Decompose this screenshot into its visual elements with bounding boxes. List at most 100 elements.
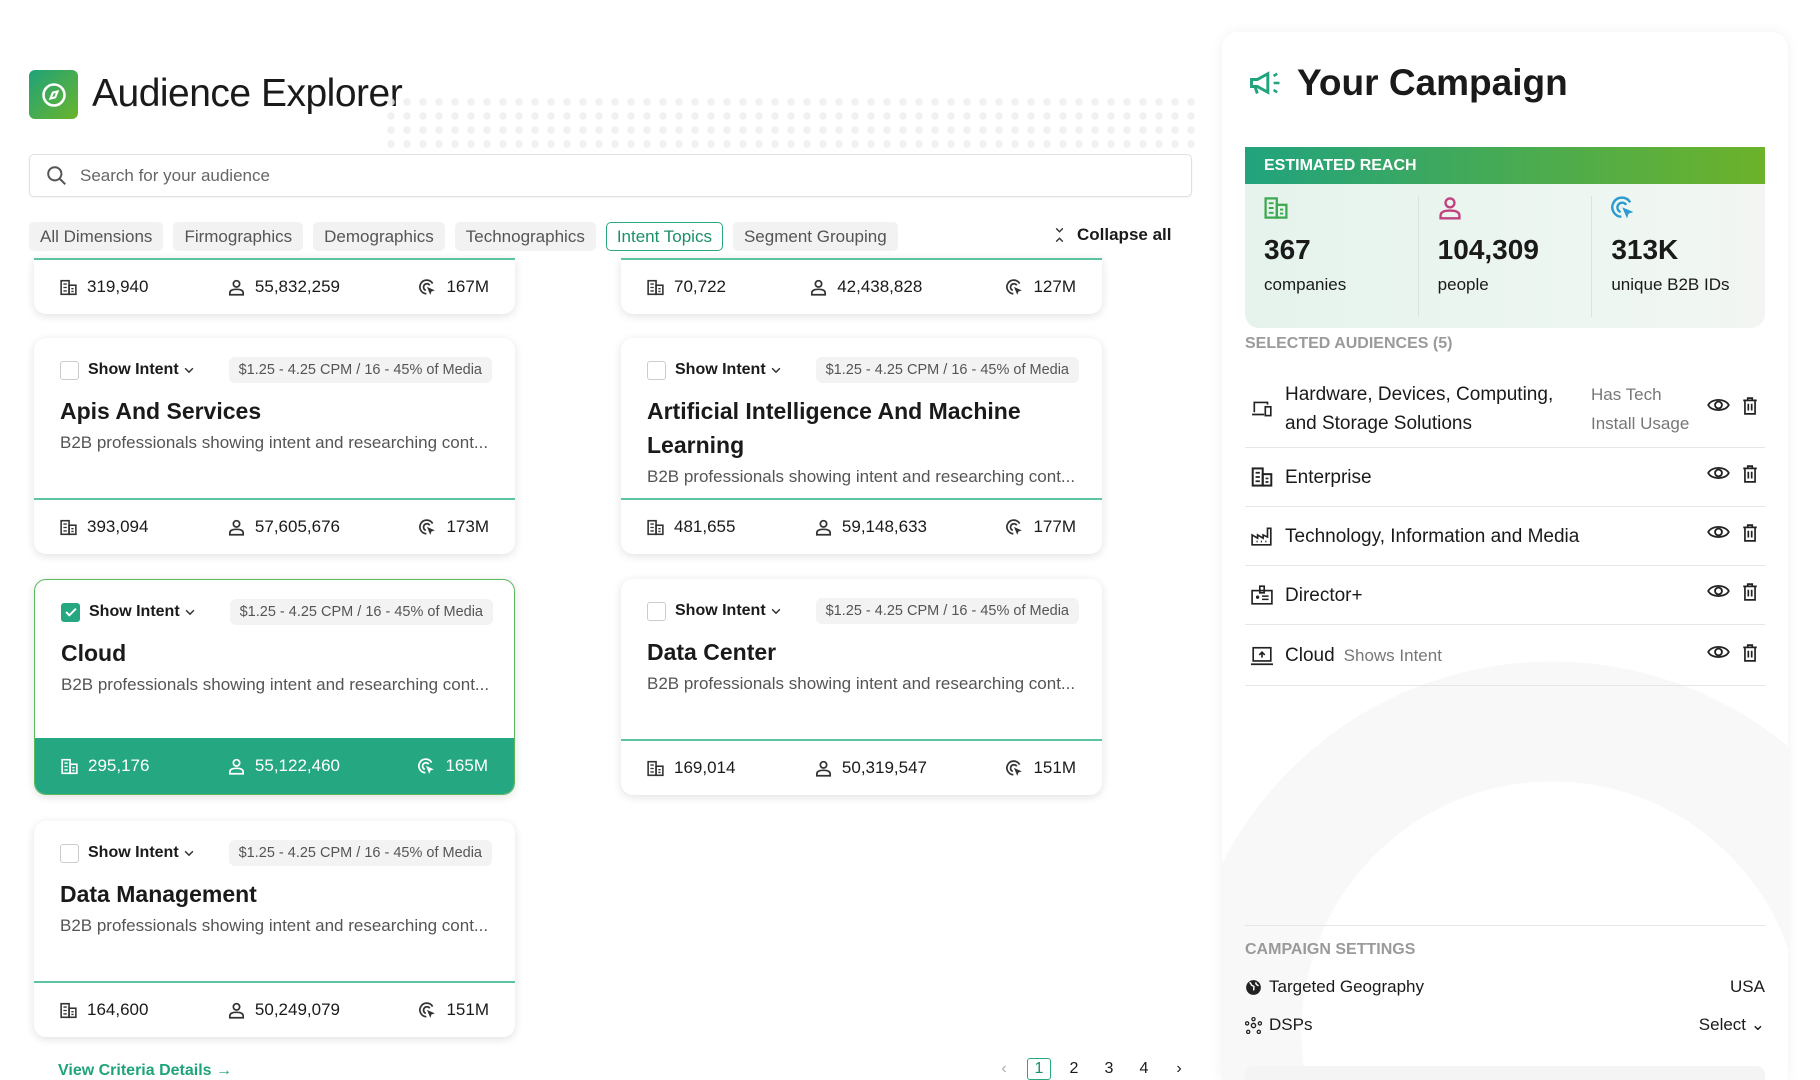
- show-intent-label: Show Intent: [88, 361, 179, 378]
- companies-count: 481,655: [647, 517, 735, 537]
- delete-audience-button[interactable]: [1742, 524, 1758, 548]
- person-icon: [228, 758, 244, 775]
- ids-count: 177M: [1006, 517, 1076, 537]
- audience-card[interactable]: Show Intent $1.25 - 4.25 CPM / 16 - 45% o…: [34, 579, 515, 795]
- show-intent-dropdown[interactable]: Show Intent: [675, 361, 781, 379]
- audience-actions: [1707, 643, 1765, 668]
- show-intent-dropdown[interactable]: Show Intent: [88, 844, 194, 862]
- search-bar[interactable]: [29, 154, 1192, 197]
- page-3-button[interactable]: 3: [1104, 1060, 1114, 1077]
- person-icon: [815, 519, 831, 536]
- price-badge: $1.25 - 4.25 CPM / 16 - 45% of Media: [228, 357, 492, 383]
- audience-name: Enterprise: [1285, 466, 1372, 488]
- card-header: Show Intent $1.25 - 4.25 CPM / 16 - 45% o…: [647, 598, 1079, 624]
- view-audience-button[interactable]: [1707, 465, 1730, 489]
- collapse-all-label: Collapse all: [1077, 225, 1172, 244]
- companies-count-value: 164,600: [87, 1000, 149, 1019]
- audience-card[interactable]: Show Intent $1.25 - 4.25 CPM / 16 - 45% o…: [621, 338, 1102, 554]
- panel-bottom-bar: [1245, 1066, 1765, 1080]
- upload-screen-icon: [1251, 646, 1273, 665]
- person-icon: [811, 279, 827, 296]
- page-2-button[interactable]: 2: [1069, 1060, 1079, 1077]
- show-intent-label: Show Intent: [675, 361, 766, 378]
- tab-segment-grouping[interactable]: Segment Grouping: [732, 222, 898, 251]
- card-header: Show Intent $1.25 - 4.25 CPM / 16 - 45% o…: [61, 599, 493, 625]
- trash-icon: [1743, 397, 1757, 415]
- price-badge: $1.25 - 4.25 CPM / 16 - 45% of Media: [815, 357, 1079, 383]
- audience-card[interactable]: Show Intent $1.25 - 4.25 CPM / 16 - 45% o…: [34, 338, 515, 554]
- next-page-button[interactable]: ›: [1176, 1060, 1182, 1077]
- companies-count: 393,094: [60, 517, 148, 537]
- audience-card-partial[interactable]: 319,940 55,832,259 167M: [34, 258, 515, 314]
- eye-icon: [1707, 645, 1730, 658]
- audience-card[interactable]: Show Intent $1.25 - 4.25 CPM / 16 - 45% o…: [621, 579, 1102, 795]
- setting-label: DSPs: [1269, 1015, 1313, 1034]
- tab-firmographics[interactable]: Firmographics: [173, 222, 304, 251]
- building-icon: [647, 760, 664, 776]
- person-icon: [1439, 197, 1461, 220]
- companies-count-value: 393,094: [87, 517, 149, 536]
- delete-audience-button[interactable]: [1742, 397, 1758, 421]
- view-criteria-link[interactable]: View Criteria Details →: [58, 1062, 232, 1080]
- tab-technographics[interactable]: Technographics: [454, 222, 596, 251]
- card-description: B2B professionals showing intent and res…: [60, 916, 489, 935]
- prev-page-button[interactable]: ‹: [1001, 1060, 1007, 1077]
- audience-name: Director+: [1285, 584, 1363, 606]
- collapse-icon: [1055, 227, 1064, 243]
- page-1-button[interactable]: 1: [1027, 1058, 1051, 1080]
- show-intent-label: Show Intent: [88, 844, 179, 861]
- companies-count-value: 319,940: [87, 277, 149, 296]
- show-intent-checkbox[interactable]: [647, 601, 666, 621]
- people-count: 50,319,547: [815, 758, 927, 778]
- view-audience-button[interactable]: [1707, 397, 1730, 421]
- show-intent-dropdown[interactable]: Show Intent: [89, 603, 195, 621]
- network-icon: [1245, 1016, 1262, 1034]
- view-audience-button[interactable]: [1707, 644, 1730, 668]
- audience-tag: Has Tech Install Usage: [1591, 385, 1690, 433]
- view-audience-button[interactable]: [1707, 583, 1730, 607]
- chevron-down-icon: [185, 603, 195, 621]
- card-header: Show Intent $1.25 - 4.25 CPM / 16 - 45% o…: [647, 357, 1079, 383]
- audience-tag: Shows Intent: [1343, 646, 1442, 665]
- page-4-button[interactable]: 4: [1139, 1060, 1149, 1077]
- reach-label: people: [1437, 275, 1489, 294]
- chevron-down-icon: [771, 361, 781, 379]
- tab-demographics[interactable]: Demographics: [313, 222, 445, 251]
- collapse-all-button[interactable]: Collapse all: [1054, 225, 1171, 245]
- delete-audience-button[interactable]: [1742, 465, 1758, 489]
- tab-intent-topics[interactable]: Intent Topics: [605, 222, 723, 251]
- ids-count-value: 165M: [445, 756, 488, 775]
- delete-audience-button[interactable]: [1742, 643, 1758, 668]
- dimension-tabs: All Dimensions Firmographics Demographics T…: [29, 222, 898, 251]
- setting-value[interactable]: Select ⌄: [1698, 1015, 1765, 1034]
- trash-icon: [1743, 465, 1757, 483]
- target-cursor-icon: [419, 278, 436, 295]
- people-count: 50,249,079: [228, 1000, 340, 1020]
- delete-audience-button[interactable]: [1742, 583, 1758, 607]
- audience-card-partial[interactable]: 70,722 42,438,828 127M: [621, 258, 1102, 314]
- person-icon: [228, 1002, 244, 1019]
- show-intent-label: Show Intent: [89, 603, 180, 620]
- chevron-down-icon: [184, 844, 194, 862]
- tab-all-dimensions[interactable]: All Dimensions: [29, 222, 164, 251]
- show-intent-checkbox[interactable]: [60, 360, 79, 380]
- show-intent-checkbox[interactable]: [60, 843, 79, 863]
- search-input[interactable]: [80, 165, 1120, 186]
- people-count-value: 50,249,079: [254, 1000, 340, 1019]
- show-intent-checkbox[interactable]: [61, 602, 80, 622]
- card-header: Show Intent $1.25 - 4.25 CPM / 16 - 45% o…: [60, 357, 492, 383]
- trash-icon: [1743, 583, 1757, 601]
- audience-card[interactable]: Show Intent $1.25 - 4.25 CPM / 16 - 45% o…: [34, 821, 515, 1037]
- page-title: Audience Explorer: [92, 72, 403, 115]
- show-intent-dropdown[interactable]: Show Intent: [88, 361, 194, 379]
- ids-count-value: 177M: [1033, 517, 1076, 536]
- show-intent-checkbox[interactable]: [647, 360, 666, 380]
- estimated-reach: ESTIMATED REACH 367 companies 104,309 peopl…: [1245, 147, 1765, 328]
- card-description: B2B professionals showing intent and res…: [647, 674, 1076, 693]
- card-description: B2B professionals showing intent and res…: [647, 467, 1076, 486]
- target-cursor-icon: [1006, 518, 1023, 535]
- show-intent-dropdown[interactable]: Show Intent: [675, 602, 781, 620]
- view-audience-button[interactable]: [1707, 524, 1730, 548]
- target-cursor-icon: [1611, 196, 1634, 219]
- building-icon: [1251, 467, 1273, 487]
